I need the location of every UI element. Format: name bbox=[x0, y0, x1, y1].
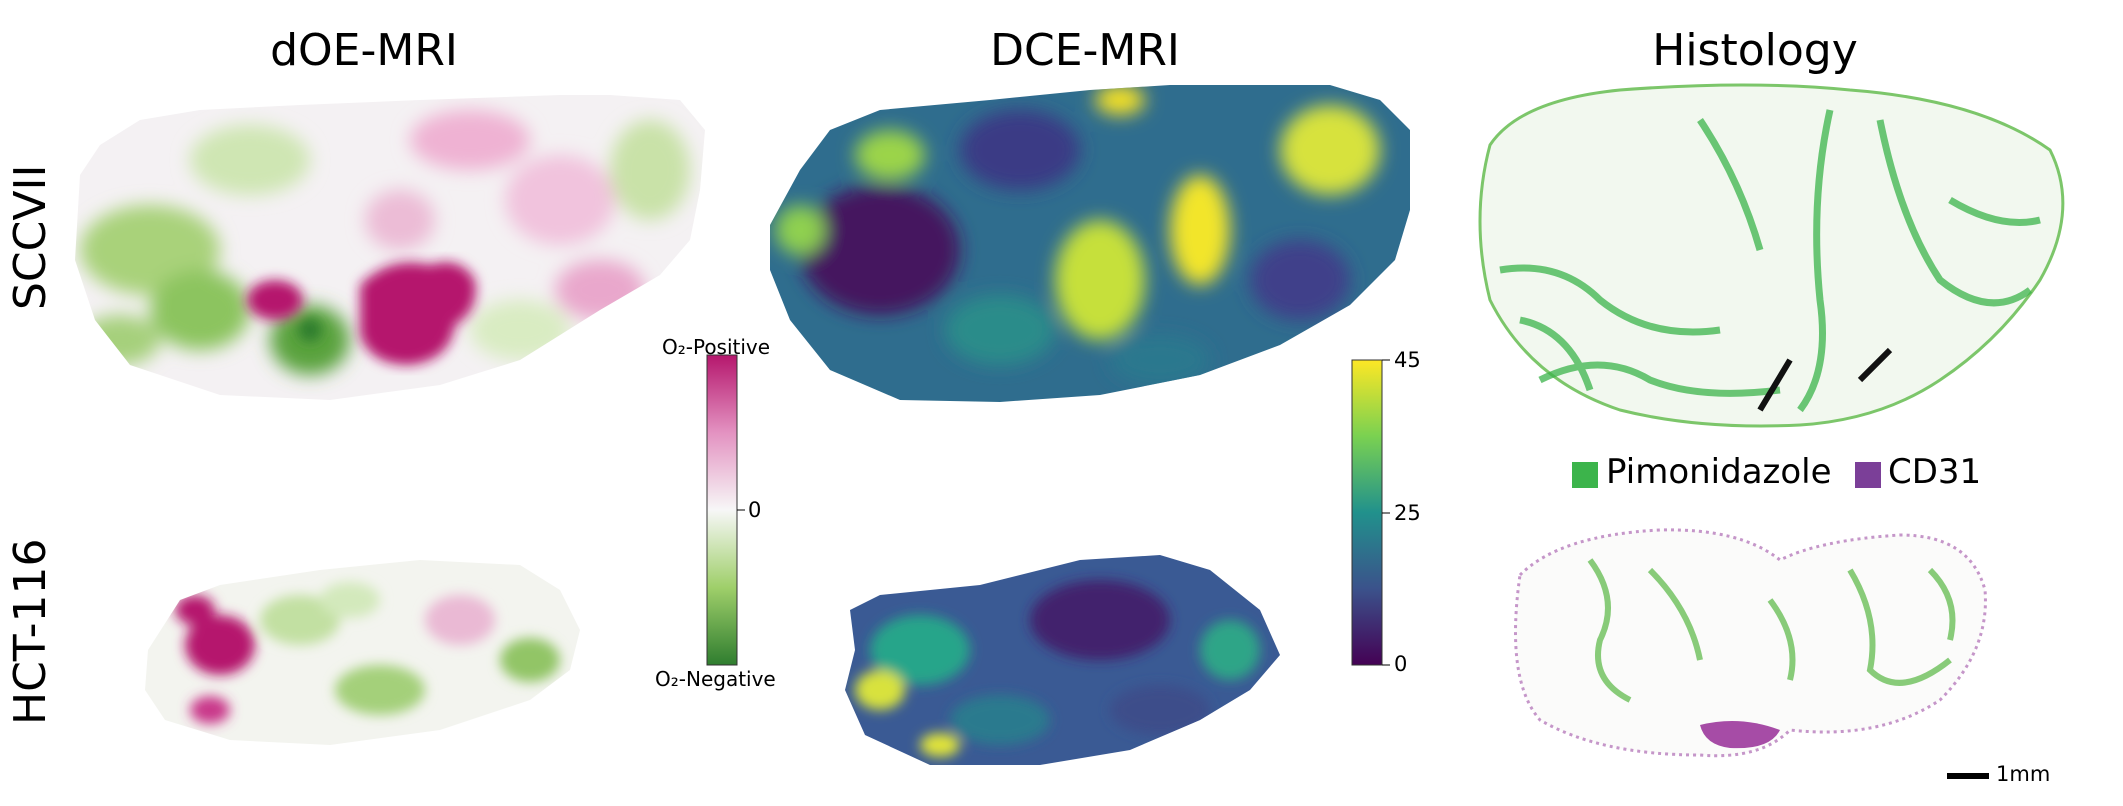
dce-colorbar-tick-45: 45 bbox=[1394, 348, 1421, 372]
histology-hct116-image bbox=[1514, 528, 1987, 758]
oxygen-colorbar-top-label: O₂-Positive bbox=[662, 335, 771, 359]
dce-colorbar-tick-0: 0 bbox=[1394, 652, 1408, 676]
oxygen-colorbar-bottom-label: O₂-Negative bbox=[655, 667, 776, 691]
legend-label-cd31: CD31 bbox=[1888, 452, 1982, 492]
dce-colorbar-tick-25: 25 bbox=[1394, 501, 1421, 525]
column-title-histology: Histology bbox=[1652, 25, 1858, 76]
histology-sccvii-image bbox=[1478, 83, 2065, 428]
scale-bar-label: 1mm bbox=[1996, 762, 2051, 786]
oxygen-colorbar-zero-tick: 0 bbox=[748, 498, 762, 522]
dce-mri-hct116-map bbox=[845, 555, 1280, 765]
doe-mri-sccvii-map bbox=[75, 95, 705, 400]
column-title-doe-mri: dOE-MRI bbox=[270, 25, 458, 76]
dce-colorbar bbox=[1351, 359, 1383, 666]
dce-mri-sccvii-map bbox=[770, 85, 1410, 402]
oxygen-colorbar bbox=[706, 354, 738, 666]
legend-swatch-pimonidazole bbox=[1572, 462, 1598, 488]
doe-mri-hct116-map bbox=[145, 560, 580, 745]
legend-swatch-cd31 bbox=[1855, 462, 1881, 488]
legend-label-pimonidazole: Pimonidazole bbox=[1606, 452, 1832, 492]
column-title-dce-mri: DCE-MRI bbox=[990, 25, 1180, 76]
scale-bar bbox=[1947, 773, 1989, 779]
